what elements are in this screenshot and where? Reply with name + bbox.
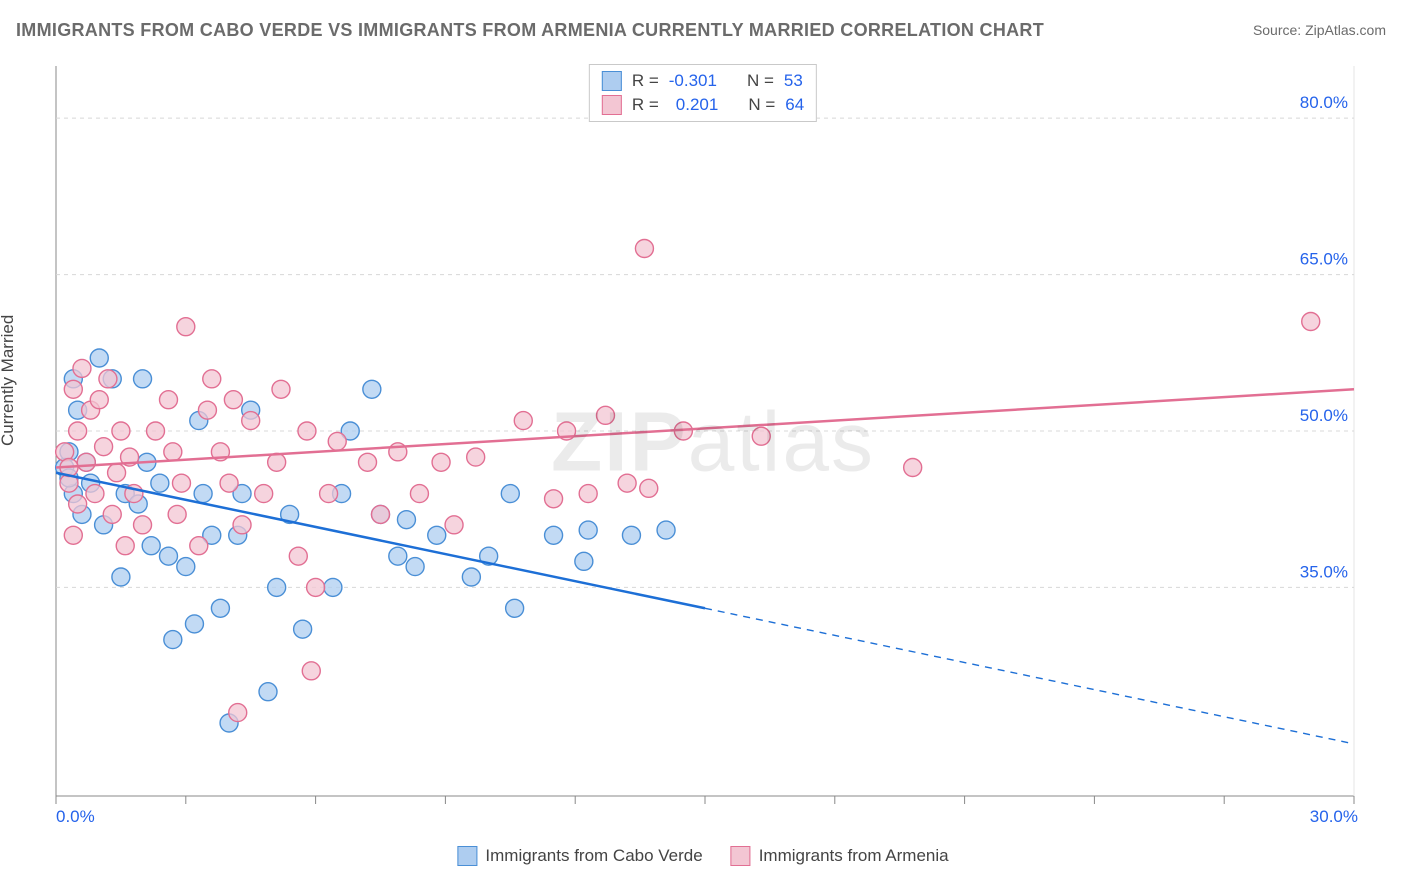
legend-label: Immigrants from Armenia <box>759 846 949 866</box>
legend-item-armenia: Immigrants from Armenia <box>731 846 949 866</box>
legend-r-label: R = <box>632 95 659 115</box>
legend-n-value: 53 <box>784 71 803 91</box>
svg-text:50.0%: 50.0% <box>1300 406 1348 425</box>
legend-item-cabo: Immigrants from Cabo Verde <box>457 846 702 866</box>
y-axis-label: Currently Married <box>0 315 18 446</box>
chart-title: IMMIGRANTS FROM CABO VERDE VS IMMIGRANTS… <box>16 20 1044 41</box>
plot-area: 35.0%50.0%65.0%80.0%0.0%30.0% ZIPatlas <box>48 62 1378 822</box>
svg-text:35.0%: 35.0% <box>1300 562 1348 581</box>
source-link[interactable]: ZipAtlas.com <box>1305 22 1386 38</box>
correlation-legend: R = -0.301 N = 53 R = 0.201 N = 64 <box>589 64 817 122</box>
source-label: Source: <box>1253 22 1301 38</box>
series-legend: Immigrants from Cabo Verde Immigrants fr… <box>457 846 948 866</box>
svg-text:0.0%: 0.0% <box>56 807 95 822</box>
legend-row-armenia: R = 0.201 N = 64 <box>602 93 804 117</box>
svg-text:65.0%: 65.0% <box>1300 250 1348 269</box>
swatch-cabo-icon <box>602 71 622 91</box>
source-attribution: Source: ZipAtlas.com <box>1253 22 1386 38</box>
swatch-armenia-icon <box>731 846 751 866</box>
legend-row-cabo: R = -0.301 N = 53 <box>602 69 804 93</box>
legend-n-label: N = <box>747 71 774 91</box>
legend-r-value: -0.301 <box>669 71 717 91</box>
svg-text:80.0%: 80.0% <box>1300 93 1348 112</box>
swatch-armenia-icon <box>602 95 622 115</box>
scatter-chart: 35.0% 50.0% 65.0% 80.0% 0.0% 30.0% <box>48 62 1378 822</box>
svg-text:30.0%: 30.0% <box>1310 807 1358 822</box>
legend-r-label: R = <box>632 71 659 91</box>
legend-r-value: 0.201 <box>669 95 719 115</box>
swatch-cabo-icon <box>457 846 477 866</box>
legend-n-value: 64 <box>785 95 804 115</box>
legend-n-label: N = <box>748 95 775 115</box>
legend-label: Immigrants from Cabo Verde <box>485 846 702 866</box>
